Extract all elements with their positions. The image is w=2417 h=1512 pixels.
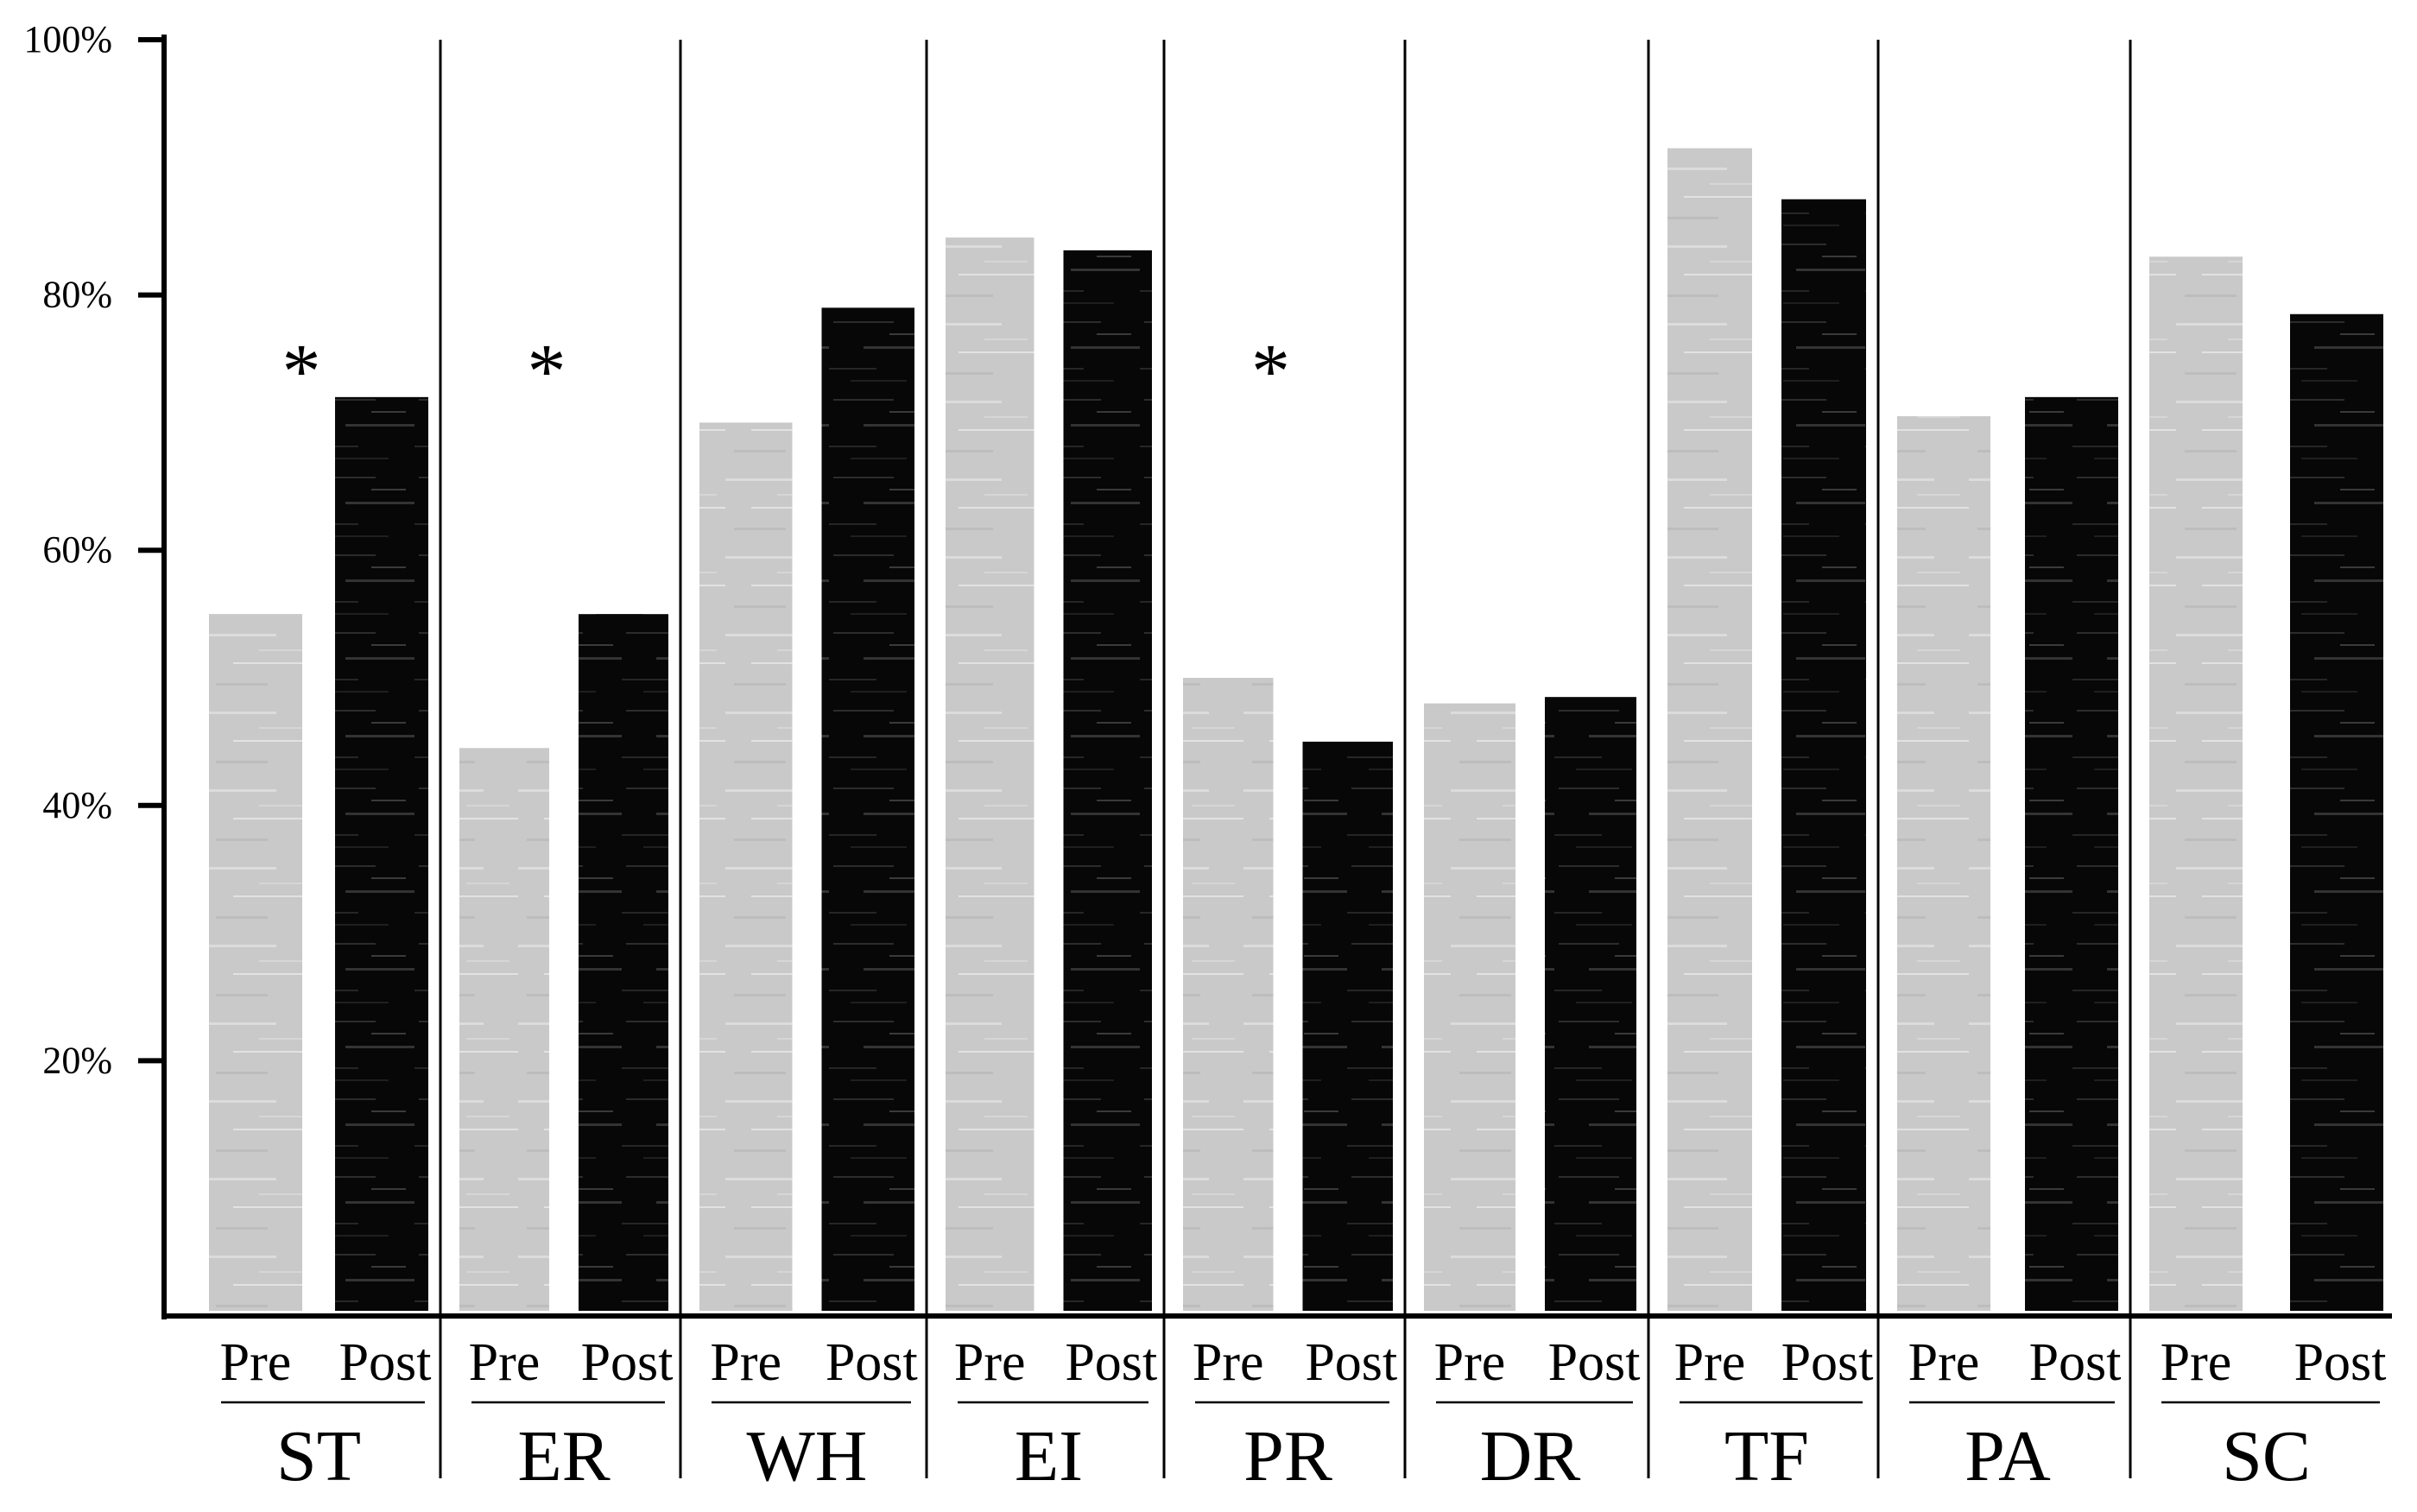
- sub-label-pre: Pre: [1908, 1333, 1980, 1392]
- sub-label-pre: Pre: [469, 1333, 541, 1392]
- bar-pre-tf: [1667, 148, 1752, 1311]
- bar-post-pa: [2025, 396, 2118, 1312]
- y-tick-label: 40%: [42, 784, 112, 826]
- bar-pre-pr: [1183, 678, 1274, 1311]
- sub-label-post: Post: [581, 1333, 674, 1392]
- y-tick-label: 80%: [42, 274, 112, 316]
- sub-label-pre: Pre: [1193, 1333, 1264, 1392]
- group-label-sc: SC: [2222, 1416, 2311, 1496]
- bar-post-st: [335, 396, 428, 1312]
- sub-label-post: Post: [2029, 1333, 2122, 1392]
- sub-label-pre: Pre: [710, 1333, 781, 1392]
- group-label-dr: DR: [1480, 1416, 1581, 1496]
- sub-label-pre: Pre: [220, 1333, 292, 1392]
- sub-label-post: Post: [826, 1333, 918, 1392]
- label-layer: Pre Post ST * Pre Post ER * Pre Post WH Pre Post EI Pr…: [220, 329, 2387, 1496]
- sub-label-post: Post: [1065, 1333, 1157, 1392]
- bar-post-wh: [821, 307, 914, 1311]
- bar-pre-pa: [1897, 416, 1990, 1311]
- significance-marker: *: [528, 329, 566, 414]
- bar-pre-dr: [1424, 703, 1515, 1311]
- y-tick-label: 100%: [23, 18, 112, 60]
- group-label-pr: PR: [1243, 1416, 1332, 1496]
- group-label-pa: PA: [1965, 1416, 2051, 1496]
- bar-post-sc: [2290, 313, 2383, 1311]
- bar-post-er: [579, 614, 668, 1311]
- bar-post-tf: [1781, 199, 1866, 1311]
- bar-post-pr: [1302, 741, 1393, 1311]
- group-label-st: ST: [276, 1416, 361, 1496]
- group-label-er: ER: [517, 1416, 610, 1496]
- bar-pre-st: [209, 614, 302, 1311]
- bar-pre-sc: [2149, 256, 2243, 1311]
- sub-label-post: Post: [1305, 1333, 1397, 1392]
- significance-marker: *: [282, 329, 321, 414]
- bar-layer: [209, 148, 2383, 1312]
- sub-label-pre: Pre: [1674, 1333, 1746, 1392]
- sub-label-post: Post: [1781, 1333, 1874, 1392]
- sub-label-pre: Pre: [1434, 1333, 1506, 1392]
- sub-label-pre: Pre: [2161, 1333, 2232, 1392]
- bar-post-dr: [1545, 697, 1636, 1311]
- bar-pre-ei: [946, 237, 1035, 1312]
- group-label-wh: WH: [747, 1416, 868, 1496]
- y-tick-label: 60%: [42, 528, 112, 571]
- axis-layer: 20% 40% 60% 80% 100%: [23, 18, 2392, 1478]
- sub-label-post: Post: [339, 1333, 432, 1392]
- sub-label-post: Post: [2294, 1333, 2387, 1392]
- sub-label-post: Post: [1548, 1333, 1641, 1392]
- bar-pre-er: [459, 748, 549, 1311]
- group-label-ei: EI: [1015, 1416, 1083, 1496]
- significance-marker: *: [1251, 329, 1290, 414]
- sub-label-pre: Pre: [954, 1333, 1026, 1392]
- bar-pre-wh: [699, 422, 793, 1311]
- y-tick-label: 20%: [42, 1039, 112, 1081]
- bar-post-ei: [1063, 250, 1152, 1311]
- group-label-tf: TF: [1724, 1416, 1809, 1496]
